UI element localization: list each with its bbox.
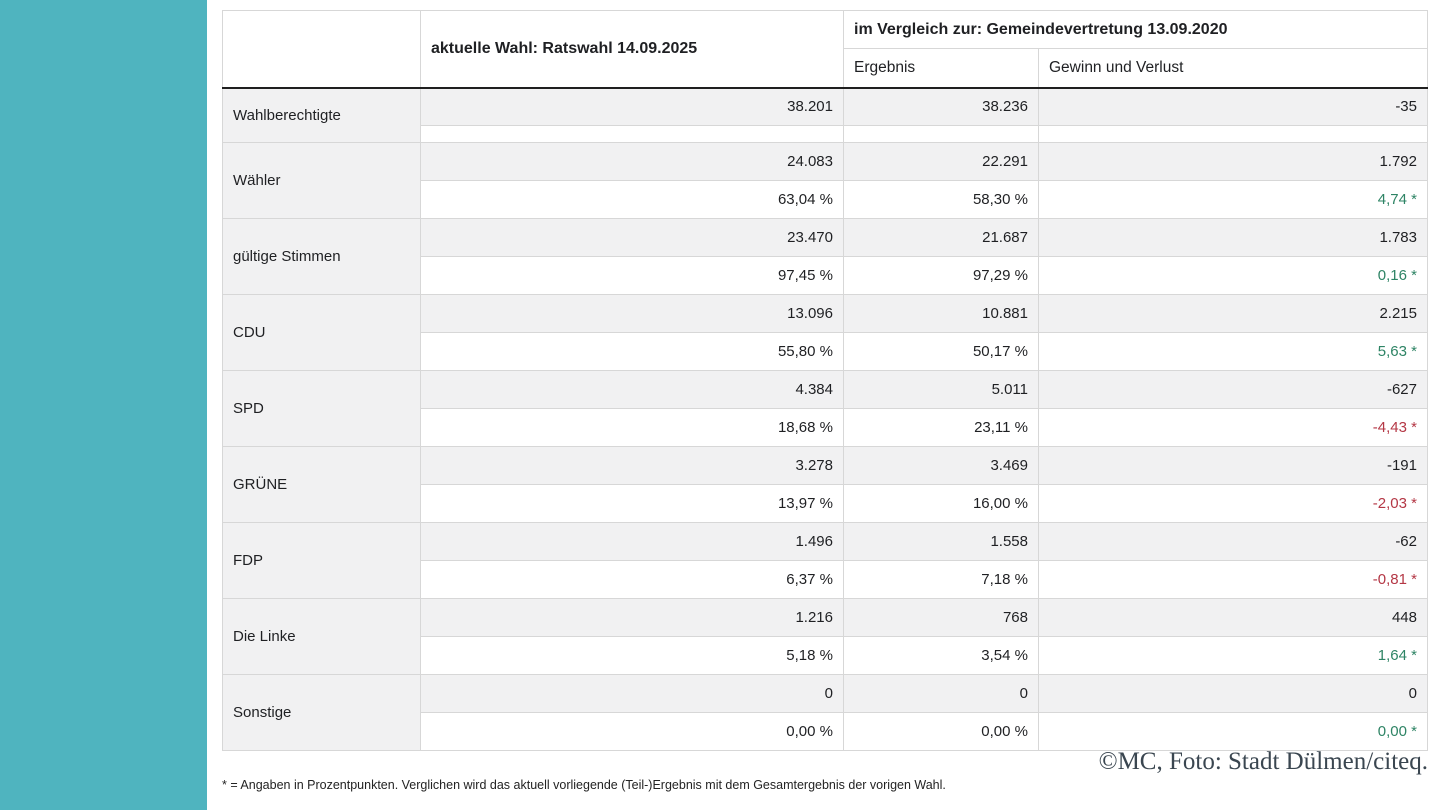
header-comparison-election: im Vergleich zur: Gemeindevertretung 13.… <box>843 10 1428 49</box>
cell-delta: 448 <box>1038 598 1428 637</box>
photo-credit: ©MC, Foto: Stadt Dülmen/citeq. <box>1098 748 1428 775</box>
cell-result-pct: 50,17 % <box>843 332 1039 371</box>
cell-delta-pct: 0,00 * <box>1038 712 1428 751</box>
cell-result: 1.558 <box>843 522 1039 561</box>
cell-current-pct: 13,97 % <box>420 484 844 523</box>
cell-current-pct: 18,68 % <box>420 408 844 447</box>
cell-delta-pct: -2,03 * <box>1038 484 1428 523</box>
cell-result: 21.687 <box>843 218 1039 257</box>
cell-delta: -627 <box>1038 370 1428 409</box>
row-gueltige-stimmen-count: gültige Stimmen 23.470 21.687 1.783 <box>222 218 1428 295</box>
row-waehler-count: Wähler 24.083 22.291 1.792 <box>222 142 1428 219</box>
cell-delta-pct: 0,16 * <box>1038 256 1428 295</box>
cell-label: GRÜNE <box>222 446 421 523</box>
cell-current-pct: 97,45 % <box>420 256 844 295</box>
teal-sidebar <box>0 0 207 810</box>
row-wahlberechtigte-count: Wahlberechtigte 38.201 38.236 -35 <box>222 87 1428 143</box>
header-result-column: Ergebnis <box>843 48 1039 89</box>
cell-delta-pct: 1,64 * <box>1038 636 1428 675</box>
cell-result: 22.291 <box>843 142 1039 181</box>
cell-delta-pct: -0,81 * <box>1038 560 1428 599</box>
cell-result-pct: 3,54 % <box>843 636 1039 675</box>
cell-result-pct: 23,11 % <box>843 408 1039 447</box>
cell-delta-pct: 4,74 * <box>1038 180 1428 219</box>
row-fdp-percent: 6,37 % 7,18 % -0,81 * <box>223 560 1428 599</box>
cell-delta: 2.215 <box>1038 294 1428 333</box>
cell-current: 23.470 <box>420 218 844 257</box>
cell-current: 38.201 <box>420 87 844 126</box>
cell-current: 0 <box>420 674 844 713</box>
cell-label: SPD <box>222 370 421 447</box>
row-spd-count: SPD 4.384 5.011 -627 <box>222 370 1428 447</box>
cell-current-pct: 6,37 % <box>420 560 844 599</box>
cell-delta: -62 <box>1038 522 1428 561</box>
cell-current: 4.384 <box>420 370 844 409</box>
row-cdu-percent: 55,80 % 50,17 % 5,63 * <box>223 332 1428 371</box>
cell-result: 38.236 <box>843 87 1039 126</box>
cell-label: FDP <box>222 522 421 599</box>
cell-current-pct <box>420 125 844 143</box>
header-current-election: aktuelle Wahl: Ratswahl 14.09.2025 <box>420 10 844 89</box>
cell-label: Wähler <box>222 142 421 219</box>
cell-result: 10.881 <box>843 294 1039 333</box>
cell-label: CDU <box>222 294 421 371</box>
row-fdp-count: FDP 1.496 1.558 -62 <box>222 522 1428 599</box>
cell-label: Die Linke <box>222 598 421 675</box>
cell-result-pct: 58,30 % <box>843 180 1039 219</box>
header-empty-cell <box>222 10 421 89</box>
cell-delta: 1.792 <box>1038 142 1428 181</box>
cell-result-pct <box>843 125 1039 143</box>
cell-result-pct: 16,00 % <box>843 484 1039 523</box>
cell-current-pct: 5,18 % <box>420 636 844 675</box>
cell-current: 13.096 <box>420 294 844 333</box>
cell-result-pct: 0,00 % <box>843 712 1039 751</box>
cell-result-pct: 7,18 % <box>843 560 1039 599</box>
table-header-row-top: aktuelle Wahl: Ratswahl 14.09.2025 im Ve… <box>222 10 1428 89</box>
cell-current: 3.278 <box>420 446 844 485</box>
row-cdu-count: CDU 13.096 10.881 2.215 <box>222 294 1428 371</box>
cell-result: 768 <box>843 598 1039 637</box>
header-gain-loss-column: Gewinn und Verlust <box>1038 48 1428 89</box>
cell-delta: 0 <box>1038 674 1428 713</box>
cell-delta-pct: -4,43 * <box>1038 408 1428 447</box>
cell-result: 3.469 <box>843 446 1039 485</box>
row-sonstige-percent: 0,00 % 0,00 % 0,00 * <box>223 712 1428 751</box>
row-die-linke-percent: 5,18 % 3,54 % 1,64 * <box>223 636 1428 675</box>
cell-delta: 1.783 <box>1038 218 1428 257</box>
cell-delta: -191 <box>1038 446 1428 485</box>
cell-result-pct: 97,29 % <box>843 256 1039 295</box>
cell-result: 0 <box>843 674 1039 713</box>
cell-current: 1.216 <box>420 598 844 637</box>
cell-result: 5.011 <box>843 370 1039 409</box>
cell-label: Sonstige <box>222 674 421 751</box>
cell-current-pct: 63,04 % <box>420 180 844 219</box>
cell-current-pct: 55,80 % <box>420 332 844 371</box>
cell-delta-pct: 5,63 * <box>1038 332 1428 371</box>
row-die-linke-count: Die Linke 1.216 768 448 <box>222 598 1428 675</box>
row-sonstige-count: Sonstige 0 0 0 <box>222 674 1428 751</box>
cell-label: Wahlberechtigte <box>222 87 421 143</box>
row-gruene-count: GRÜNE 3.278 3.469 -191 <box>222 446 1428 523</box>
row-wahlberechtigte-percent <box>223 125 1428 143</box>
row-spd-percent: 18,68 % 23,11 % -4,43 * <box>223 408 1428 447</box>
election-results-table: aktuelle Wahl: Ratswahl 14.09.2025 im Ve… <box>222 10 1428 751</box>
cell-current: 24.083 <box>420 142 844 181</box>
cell-delta: -35 <box>1038 87 1428 126</box>
cell-current: 1.496 <box>420 522 844 561</box>
cell-current-pct: 0,00 % <box>420 712 844 751</box>
cell-delta-pct <box>1038 125 1428 143</box>
footnote: * = Angaben in Prozentpunkten. Vergliche… <box>222 778 946 792</box>
row-gueltige-stimmen-percent: 97,45 % 97,29 % 0,16 * <box>223 256 1428 295</box>
cell-label: gültige Stimmen <box>222 218 421 295</box>
table-header-row-sub: Ergebnis Gewinn und Verlust <box>223 48 1428 89</box>
